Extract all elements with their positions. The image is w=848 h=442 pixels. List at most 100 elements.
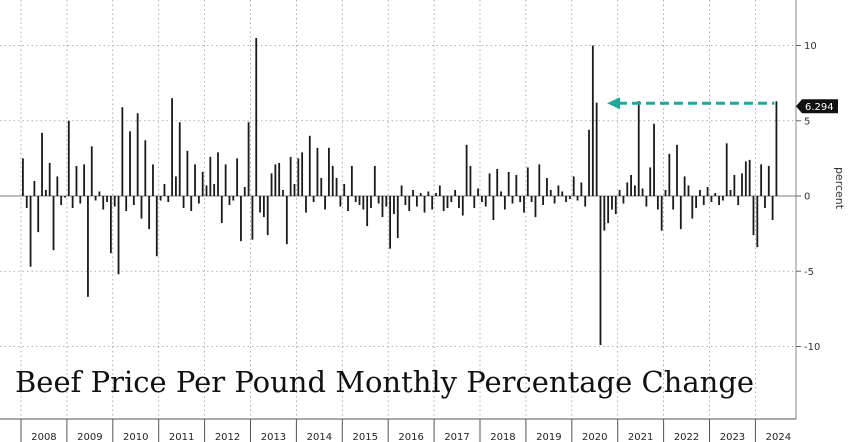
bar [473,196,476,209]
bar [710,196,713,203]
bar [301,152,304,196]
bar [496,168,499,196]
bar [358,196,361,206]
bar [737,196,740,206]
bar [396,196,399,239]
last-value-label: 6.294 [805,102,834,113]
bar [741,173,743,196]
bar [373,165,376,196]
bar [702,196,705,206]
bar [695,196,698,209]
bar [637,101,640,196]
bar [469,165,472,196]
bar [259,196,261,213]
bar [262,196,265,218]
y-tick-label: 0 [804,192,810,203]
bar [255,37,258,196]
bar [687,185,690,196]
y-tick-label: -5 [804,267,814,278]
bar [511,196,514,204]
bar [676,144,678,196]
bar [159,196,162,201]
y-tick-label: -10 [804,342,820,353]
bar [102,196,105,210]
bar [725,143,728,196]
bar [136,113,139,196]
bar [423,196,426,213]
bar [668,153,671,196]
x-tick-label: 2017 [444,432,469,442]
bar [656,196,659,210]
bar [163,183,166,196]
bar [393,196,395,215]
bar [175,176,177,196]
bar [171,98,173,196]
bar [48,162,51,196]
bar [98,191,101,196]
bar [29,196,32,267]
bar [197,196,200,204]
bar [125,196,128,212]
bar [251,196,254,240]
bar [412,189,414,196]
bar [362,196,365,210]
bar [270,173,273,196]
x-tick-label: 2010 [123,432,148,442]
bar [672,196,675,210]
bar [534,196,537,218]
bar [653,123,655,196]
bar [611,196,613,210]
bar [446,196,449,209]
bar [519,196,522,203]
bar [481,196,483,203]
bar [339,196,342,207]
last-value-badge [796,99,838,114]
bar [622,196,625,204]
bar [44,189,47,196]
bar [584,196,587,207]
arrow-head [607,97,620,110]
bar [331,165,334,196]
bar [645,196,648,207]
bar [588,129,590,196]
bar [148,196,151,230]
bar [458,196,460,209]
bar [572,176,575,196]
bar [385,196,388,207]
bar [232,196,235,201]
bar [109,196,112,254]
bar [408,196,411,212]
x-tick-label: 2022 [674,432,699,442]
bar [465,144,468,196]
x-tick-label: 2011 [169,432,194,442]
x-tick-label: 2023 [720,432,745,442]
y-axis-ticks: 10 5 0 -5 -10 [796,41,820,353]
bar [492,196,495,221]
bar [580,182,583,196]
bar [718,196,720,206]
bar [25,196,28,209]
bar [679,196,682,230]
y-tick-label: 5 [804,116,810,127]
x-tick-label: 2015 [353,432,378,442]
bar [236,158,239,196]
bar [603,196,606,231]
bar [614,196,617,215]
bar [538,164,541,196]
bar [132,196,135,206]
bar [228,196,231,206]
bar [129,131,131,196]
bar [484,196,487,207]
bar [343,183,346,196]
x-tick-label: 2008 [31,432,56,442]
bar [595,102,598,196]
bar [721,196,724,201]
x-tick-label: 2012 [215,432,240,442]
bar [683,176,686,196]
bar [33,180,36,196]
bar [243,186,246,196]
bar [350,165,353,196]
x-tick-label: 2019 [536,432,561,442]
bar [190,196,193,212]
